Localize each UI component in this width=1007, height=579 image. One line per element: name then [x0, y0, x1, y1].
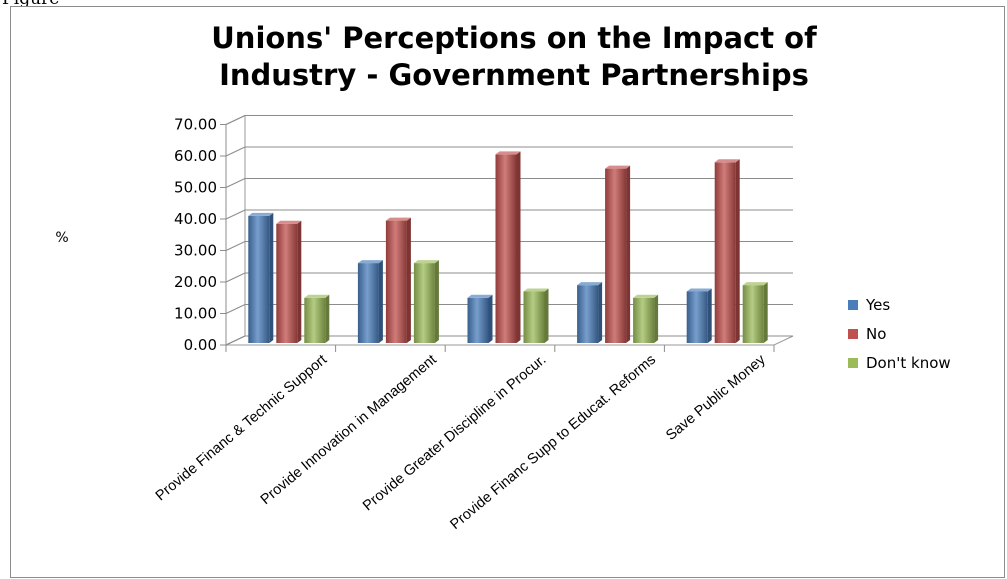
bar-side — [434, 260, 439, 343]
legend-label: No — [866, 325, 886, 343]
bar-top — [495, 151, 521, 155]
bar-no-4 — [605, 165, 631, 343]
bar-top — [357, 260, 383, 264]
gridline-side — [225, 178, 246, 188]
gridline-side — [225, 209, 246, 220]
y-tick-label: 70.00 — [174, 116, 217, 134]
gridline-side — [225, 272, 246, 283]
bar-no-3 — [495, 151, 521, 343]
bar-side — [325, 294, 330, 343]
bar-side — [707, 288, 712, 343]
bar-top — [413, 260, 439, 264]
bar-front — [385, 220, 407, 343]
side-wall — [225, 114, 246, 346]
legend-item-no: No — [848, 325, 886, 343]
bar-yes-2 — [357, 260, 383, 343]
legend: Yes No Don't know — [848, 296, 951, 372]
bar-yes-5 — [686, 288, 712, 343]
y-tick-label: 60.00 — [174, 147, 217, 165]
y-tick-label: 20.00 — [174, 273, 217, 291]
gridline-side — [225, 304, 246, 314]
y-axis-label: % — [55, 230, 68, 246]
y-tick-label: 30.00 — [174, 242, 217, 260]
bar-top — [276, 220, 302, 224]
bar-top — [304, 294, 330, 298]
bar-side — [488, 294, 493, 343]
bar-side — [378, 260, 383, 343]
y-tick-label: 50.00 — [174, 179, 217, 197]
bar-side — [626, 165, 631, 343]
bar-top — [714, 159, 740, 163]
legend-label: Don't know — [866, 354, 951, 372]
y-tick-label: 0.00 — [184, 336, 217, 354]
y-tick-label: 40.00 — [174, 210, 217, 228]
bar-no-2 — [385, 217, 411, 343]
bar-top — [467, 294, 493, 298]
bar-top — [577, 282, 603, 286]
figure-caption-fragment: Figure — [2, 0, 59, 9]
category-label: Provide Innovation in Management — [258, 352, 440, 508]
bar-top — [686, 288, 712, 292]
bar-side — [654, 294, 659, 343]
bar-top — [633, 294, 659, 298]
bar-don-t-know-4 — [633, 294, 659, 343]
bar-front — [413, 263, 435, 343]
bar-no-1 — [276, 220, 302, 343]
bar-front — [686, 291, 708, 343]
bar-don-t-know-5 — [742, 282, 768, 343]
gridline-side — [225, 335, 246, 346]
y-tick-label: 10.00 — [174, 305, 217, 323]
plot-area: 0.00 10.00 20.00 30.00 40.00 50.00 60.00 70.00 P… — [153, 114, 794, 533]
bar-no-5 — [714, 159, 740, 343]
legend-swatch — [848, 358, 858, 368]
bar-side — [269, 212, 274, 343]
bar-front — [742, 285, 764, 343]
legend-label: Yes — [865, 296, 890, 314]
category-label: Provide Financ Supp to Educat. Reforms — [447, 352, 659, 533]
bar-front — [304, 297, 326, 343]
category-label: Save Public Money — [663, 351, 769, 444]
bar-top — [523, 288, 549, 292]
bar-don-t-know-2 — [413, 260, 439, 343]
gridline-side — [225, 115, 246, 125]
bar-yes-3 — [467, 294, 493, 343]
bar-front — [357, 263, 379, 343]
bar-top — [742, 282, 768, 286]
gridline-side — [225, 241, 246, 251]
bar-front — [523, 291, 545, 343]
bar-side — [763, 282, 768, 343]
bar-side — [297, 220, 302, 343]
chart-title-line-2: Industry - Government Partnerships — [219, 58, 809, 92]
bar-top — [605, 165, 631, 169]
category-label: Provide Financ & Technic Support — [153, 352, 330, 504]
legend-swatch — [848, 300, 858, 310]
bar-front — [577, 285, 599, 343]
bar-front — [633, 297, 655, 343]
bar-yes-4 — [577, 282, 603, 343]
bar-side — [598, 282, 603, 343]
category-label: Provide Greater Discipline in Procur. — [360, 352, 549, 514]
bar-front — [495, 154, 517, 343]
gridline-side — [225, 146, 246, 157]
bar-front — [467, 297, 489, 343]
bar-front — [248, 215, 270, 343]
bar-side — [516, 151, 521, 343]
bar-side — [406, 217, 411, 343]
bar-front — [276, 223, 298, 343]
bar-side — [735, 159, 740, 343]
bar-yes-1 — [248, 212, 274, 343]
chart-title-line-1: Unions' Perceptions on the Impact of — [211, 21, 817, 55]
bar-don-t-know-3 — [523, 288, 549, 343]
legend-swatch — [848, 329, 858, 339]
bar-don-t-know-1 — [304, 294, 330, 343]
bar-top — [385, 217, 411, 221]
bar-side — [544, 288, 549, 343]
legend-item-yes: Yes — [848, 296, 890, 314]
bar-front — [605, 168, 627, 343]
bar-front — [714, 162, 736, 343]
legend-item-don-t-know: Don't know — [848, 354, 951, 372]
bar-top — [248, 212, 274, 216]
